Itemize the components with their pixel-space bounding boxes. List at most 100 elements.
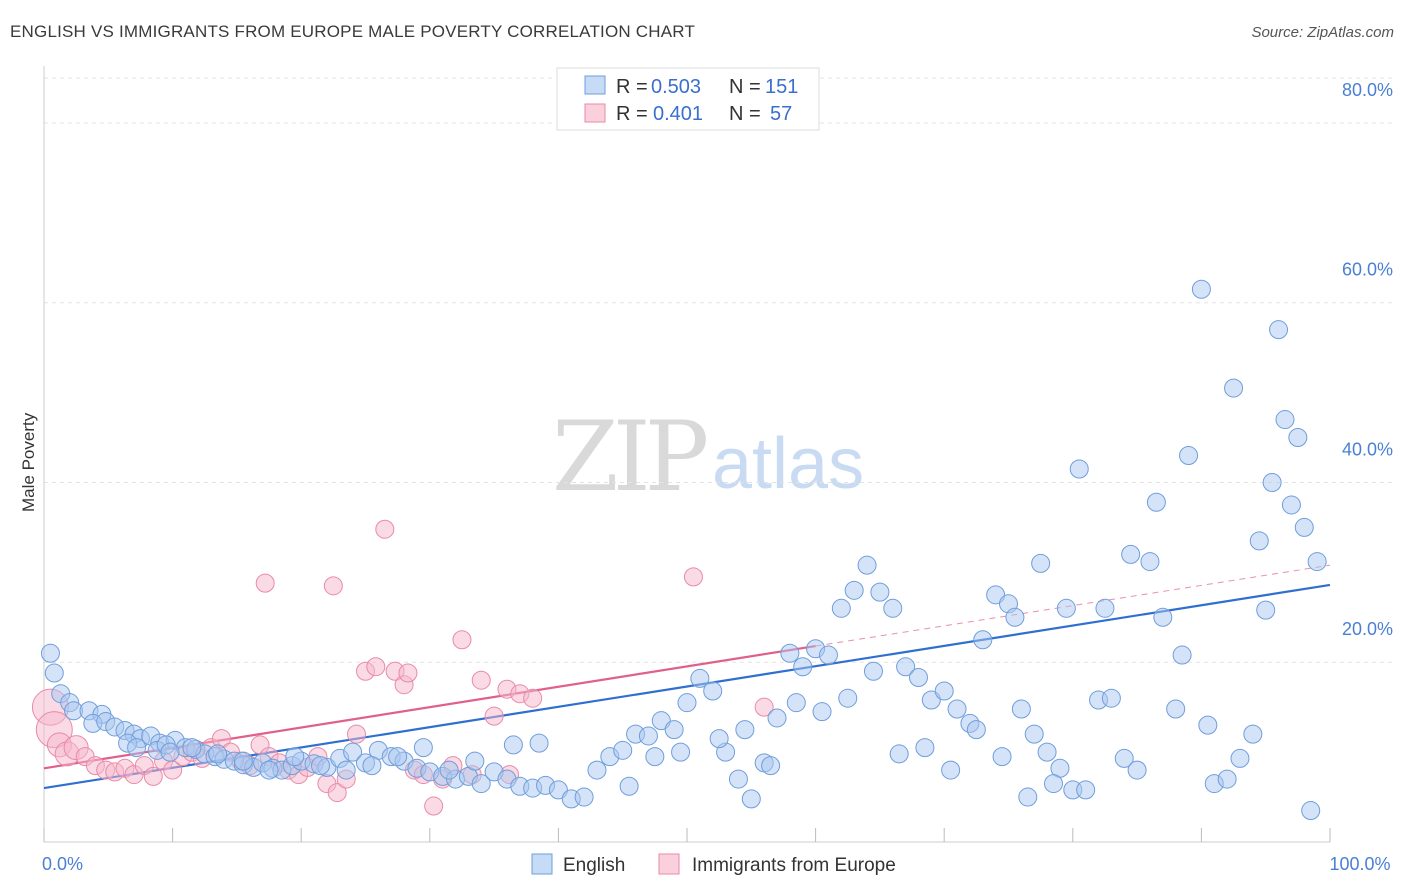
data-point <box>465 751 485 771</box>
data-point <box>1153 607 1173 627</box>
series-legend: English Immigrants from Europe <box>531 853 896 876</box>
points-english <box>40 279 1327 821</box>
data-point <box>1114 748 1134 768</box>
data-point <box>754 697 774 717</box>
legend-english-r-value: 0.503 <box>651 76 701 98</box>
y-tick-label: 40.0% <box>1342 439 1393 459</box>
data-point <box>1256 600 1276 620</box>
data-point <box>1024 724 1044 744</box>
data-point <box>127 738 147 758</box>
data-point <box>1301 801 1321 821</box>
data-point <box>1095 598 1115 618</box>
data-point <box>255 573 275 593</box>
data-point <box>915 738 935 758</box>
data-point <box>677 693 697 713</box>
data-point <box>709 729 729 749</box>
data-point <box>208 744 228 764</box>
data-point <box>645 747 665 767</box>
data-point <box>1044 774 1064 794</box>
data-point <box>1198 715 1218 735</box>
data-point <box>973 630 993 650</box>
data-point <box>44 663 64 683</box>
data-point <box>503 735 523 755</box>
data-point <box>1294 517 1314 537</box>
y-axis-label: Male Poverty <box>19 412 38 512</box>
data-point <box>1056 598 1076 618</box>
data-point <box>780 643 800 663</box>
data-point <box>439 760 459 780</box>
trend-line-immigrants-from-europe-extension <box>815 564 1331 647</box>
data-point <box>310 756 330 776</box>
data-point <box>471 774 491 794</box>
data-point <box>883 598 903 618</box>
x-tick-label: 0.0% <box>42 854 83 874</box>
data-point <box>362 756 382 776</box>
data-point <box>452 630 472 650</box>
data-point <box>1249 531 1269 551</box>
data-point <box>375 519 395 539</box>
data-point <box>831 598 851 618</box>
gridlines <box>44 77 1392 663</box>
watermark-zip: ZIP <box>552 401 707 513</box>
data-point <box>767 708 787 728</box>
data-point <box>793 657 813 677</box>
bottom-legend-english-swatch <box>531 853 553 875</box>
data-point <box>182 738 202 758</box>
legend-english-swatch <box>584 75 606 95</box>
data-point <box>741 789 761 809</box>
data-point <box>844 580 864 600</box>
data-point <box>703 681 723 701</box>
data-point <box>863 661 883 681</box>
data-point <box>1069 459 1089 479</box>
chart-title: ENGLISH VS IMMIGRANTS FROM EUROPE MALE P… <box>10 22 696 41</box>
data-point <box>398 663 418 683</box>
data-point <box>728 769 748 789</box>
y-tick-label: 20.0% <box>1342 619 1393 639</box>
correlation-legend: R = 0.503 N = 151 R = 0.401 N = 57 <box>556 67 820 131</box>
data-point <box>1031 553 1051 573</box>
data-point <box>683 567 703 587</box>
data-point <box>1224 378 1244 398</box>
data-point <box>143 766 163 786</box>
legend-europe-r-label: R = <box>616 103 648 125</box>
data-point <box>812 702 832 722</box>
data-point <box>484 706 504 726</box>
data-point <box>1166 699 1186 719</box>
data-point <box>870 582 890 602</box>
legend-english-n-label: N = <box>729 76 761 98</box>
data-point <box>1172 645 1192 665</box>
data-point <box>941 760 961 780</box>
data-point <box>1262 472 1282 492</box>
data-point <box>346 724 366 744</box>
y-tick-label: 60.0% <box>1342 260 1393 280</box>
data-point <box>336 760 356 780</box>
legend-europe-n-value: 57 <box>770 103 792 125</box>
legend-english-r-label: R = <box>616 76 648 98</box>
data-point <box>1230 748 1250 768</box>
data-point <box>160 742 180 762</box>
data-point <box>1281 495 1301 515</box>
data-point <box>818 645 838 665</box>
data-point <box>664 720 684 740</box>
data-point <box>1217 769 1237 789</box>
data-point <box>523 688 543 708</box>
data-point <box>889 744 909 764</box>
data-point <box>638 726 658 746</box>
x-tick-label: 100.0% <box>1329 854 1390 874</box>
legend-europe-r-value: 0.401 <box>653 103 703 125</box>
data-point <box>838 688 858 708</box>
watermark-atlas: atlas <box>712 424 864 504</box>
data-point <box>1037 742 1057 762</box>
data-point <box>471 670 491 690</box>
data-point <box>1140 552 1160 572</box>
data-point <box>1288 428 1308 448</box>
data-point <box>1191 279 1211 299</box>
bottom-legend-english-label: English <box>563 855 625 876</box>
data-point <box>259 760 279 780</box>
y-tick-label: 80.0% <box>1342 80 1393 100</box>
data-point <box>1146 492 1166 512</box>
data-point <box>327 783 347 803</box>
data-point <box>966 720 986 740</box>
data-point <box>690 668 710 688</box>
